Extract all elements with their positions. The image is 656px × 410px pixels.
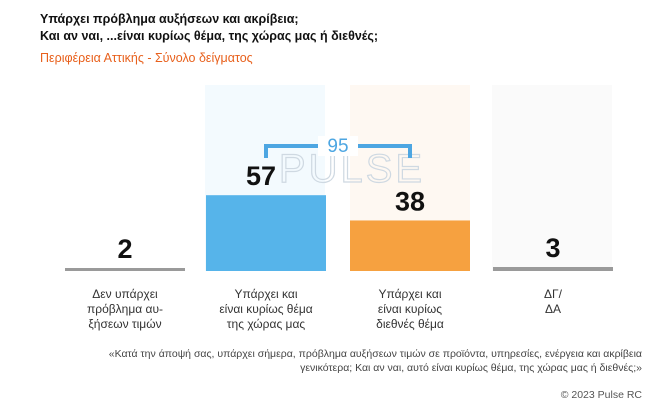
- category-label-line: ξήσεων τιμών: [88, 317, 162, 331]
- category-label-line: διεθνές θέμα: [376, 317, 444, 331]
- category-label-line: Υπάρχει και: [378, 287, 442, 301]
- chart-title: Υπάρχει πρόβλημα αυξήσεων και ακρίβεια; …: [40, 11, 378, 45]
- category-label-line: ΔΑ: [544, 302, 562, 316]
- bar-2: [206, 195, 326, 271]
- category-label-line: Υπάρχει και: [234, 287, 298, 301]
- value-label-4: 3: [545, 233, 560, 263]
- background-column: [492, 85, 612, 271]
- title-line-2: Και αν ναι, ...είναι κυρίως θέμα, της χώ…: [40, 29, 379, 43]
- category-label-line: Δεν υπάρχει: [92, 287, 158, 301]
- value-label-1: 2: [117, 234, 132, 264]
- survey-question: «Κατά την άποψή σας, υπάρχει σήμερα, πρό…: [108, 348, 642, 374]
- title-line-1: Υπάρχει πρόβλημα αυξήσεων και ακρίβεια;: [40, 12, 299, 26]
- category-label-4: ΔΓ/ΔΑ: [488, 287, 618, 317]
- category-label-1: Δεν υπάρχει πρόβλημα αυ-ξήσεων τιμών: [60, 287, 190, 332]
- category-label-line: είναι κυρίως θέμα: [219, 302, 313, 316]
- bracket-label-bg: [318, 136, 358, 156]
- chart-subtitle: Περιφέρεια Αττικής - Σύνολο δείγματος: [40, 51, 253, 65]
- copyright-notice: © 2023 Pulse RC: [560, 389, 642, 401]
- category-label-2: Υπάρχει και είναι κυρίως θέμα της χώρας μα…: [201, 287, 331, 332]
- value-label-2: 57: [246, 161, 276, 191]
- category-label-line: είναι κυρίως: [377, 302, 443, 316]
- bar-3: [350, 220, 470, 271]
- value-label-3: 38: [395, 186, 425, 216]
- category-label-3: Υπάρχει και είναι κυρίως διεθνές θέμα: [345, 287, 475, 332]
- category-label-line: πρόβλημα αυ-: [86, 302, 164, 316]
- category-label-line: της χώρας μας: [226, 317, 306, 331]
- bracket-total-label: 95: [327, 136, 348, 157]
- bar-1: [65, 268, 185, 271]
- category-label-line: ΔΓ/: [544, 287, 562, 301]
- bar-4: [493, 267, 613, 271]
